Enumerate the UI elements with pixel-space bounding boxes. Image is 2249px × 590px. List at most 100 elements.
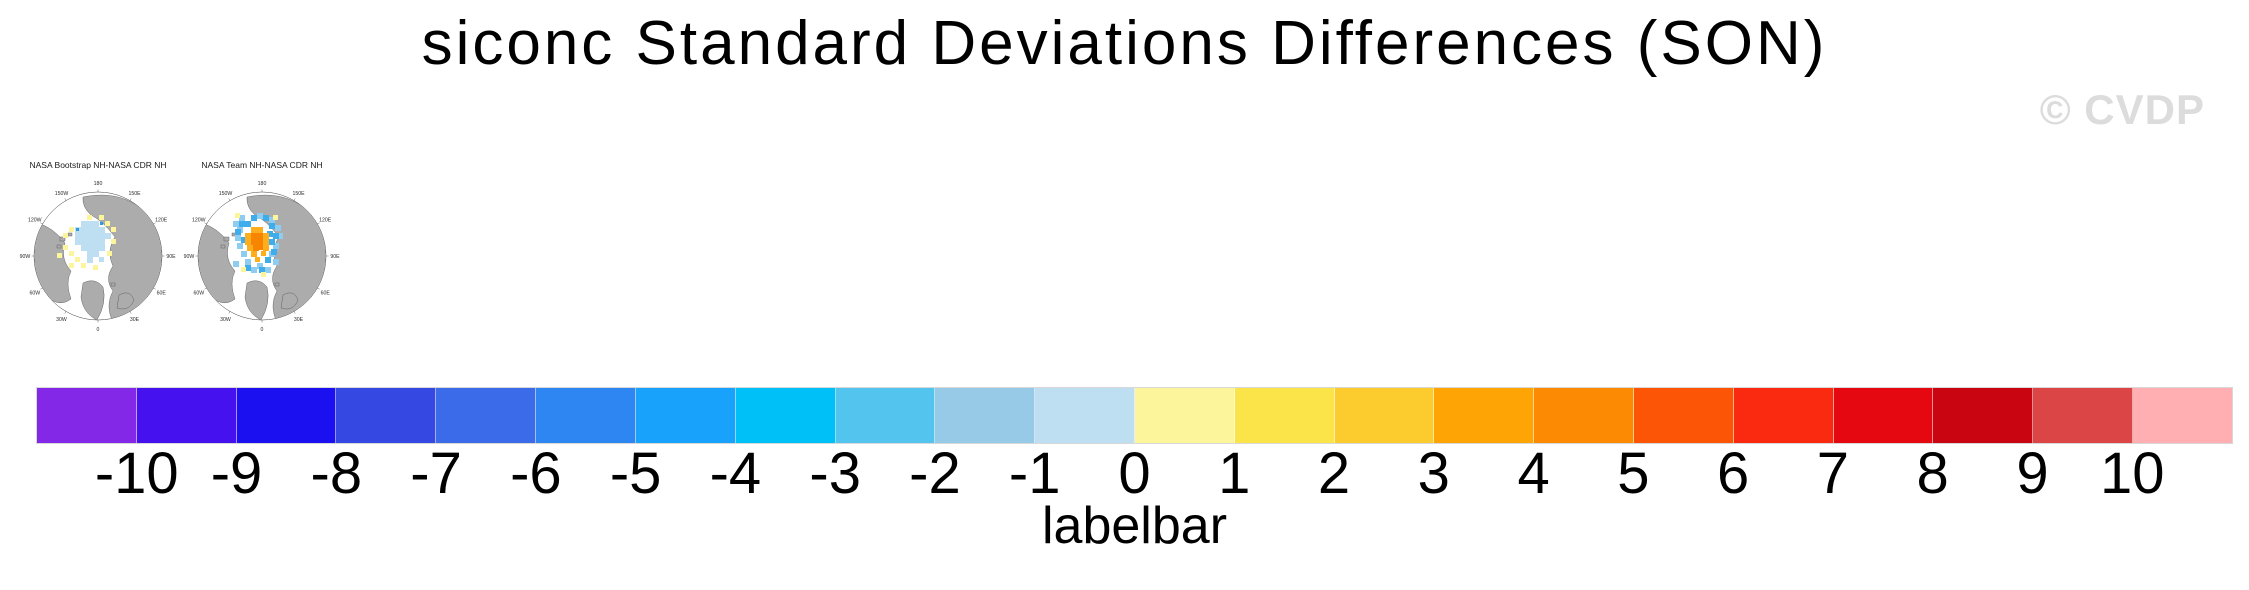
map-land xyxy=(198,194,326,320)
colorbar-tick-label: -10 xyxy=(94,441,179,506)
colorbar-segment xyxy=(1833,388,1934,443)
colorbar-tick-label: 3 xyxy=(1417,441,1450,506)
lon-label: 150W xyxy=(55,191,69,197)
lon-tick xyxy=(293,198,296,201)
page-title: siconc Standard Deviations Differences (… xyxy=(421,9,1828,78)
colorbar-segment xyxy=(1733,388,1834,443)
colorbar-segment xyxy=(1334,388,1435,443)
colorbar-tick-label: -8 xyxy=(310,441,363,506)
colorbar-tick-label: 6 xyxy=(1716,441,1750,506)
colorbar xyxy=(37,388,2232,443)
colorbar-tick-label: -4 xyxy=(709,441,762,506)
lon-tick xyxy=(228,198,231,201)
colorbar-segment xyxy=(1234,388,1335,443)
lon-label: 120W xyxy=(192,218,206,224)
colorbar-segment xyxy=(1933,388,2034,443)
colorbar-tick-label: -5 xyxy=(609,441,662,506)
colorbar-tick-label: 8 xyxy=(1916,441,1949,506)
colorbar-tick-label: -2 xyxy=(909,441,961,506)
lon-tick xyxy=(64,198,67,201)
colorbar-segment xyxy=(1035,388,1135,443)
colorbar-segment xyxy=(1634,388,1734,443)
colorbar-segment xyxy=(436,388,537,443)
polar-map-nasa-bootstrap: 180 150E 120E 90E 60E 30E 0 30W 60W 90W 120W 150W xyxy=(20,181,176,333)
lon-label: 0 xyxy=(97,327,100,333)
colorbar-tick-label: 0 xyxy=(1118,441,1151,506)
lon-tick xyxy=(204,222,207,225)
colorbar-segment xyxy=(2033,388,2134,443)
lon-label: 120E xyxy=(155,218,168,224)
colorbar-tick-label: 7 xyxy=(1816,441,1850,506)
lon-label: 150E xyxy=(292,191,305,197)
lon-tick xyxy=(129,198,132,201)
colorbar-segment xyxy=(37,388,137,443)
colorbar-tick-label: -9 xyxy=(210,441,263,506)
lon-labels: 180 150E 120E 90E 60E 30E 0 30W 60W 90W 120W 150W xyxy=(20,181,176,333)
lon-label: 90E xyxy=(166,254,176,260)
map-title: NASA Team NH-NASA CDR NH xyxy=(201,160,323,170)
colorbar-segment xyxy=(1434,388,1535,443)
lon-label: 30W xyxy=(56,317,67,323)
colorbar-tick-label: 2 xyxy=(1317,441,1351,506)
lon-label: 120W xyxy=(28,218,42,224)
lon-tick xyxy=(40,287,43,290)
colorbar-segment xyxy=(835,388,936,443)
colorbar-segment xyxy=(336,388,437,443)
lon-tick xyxy=(204,287,207,290)
lon-tick xyxy=(129,311,132,314)
colorbar-tick-label: -6 xyxy=(510,441,562,506)
lon-label: 90W xyxy=(20,254,31,260)
map2-data xyxy=(233,213,283,277)
colorbar-tick-label: 5 xyxy=(1617,441,1650,506)
lon-label: 60E xyxy=(157,291,167,297)
lon-label: 30E xyxy=(294,317,304,323)
colorbar-tick-label: 1 xyxy=(1218,441,1251,506)
colorbar-tick-label: 4 xyxy=(1517,441,1550,506)
colorbar-segment xyxy=(1134,388,1235,443)
colorbar-segment xyxy=(1534,388,1634,443)
lon-tick xyxy=(293,311,296,314)
lon-tick xyxy=(317,287,320,290)
map-land xyxy=(34,194,162,320)
colorbar-segment xyxy=(935,388,1036,443)
lon-label: 90E xyxy=(330,254,340,260)
map-title: NASA Bootstrap NH-NASA CDR NH xyxy=(29,160,167,170)
lon-label: 0 xyxy=(261,327,264,333)
colorbar-segment xyxy=(735,388,836,443)
lon-label: 30W xyxy=(220,317,231,323)
colorbar-tick-label: -1 xyxy=(1008,441,1061,506)
lon-label: 150W xyxy=(219,191,233,197)
lon-tick xyxy=(153,287,156,290)
lon-label: 60W xyxy=(193,291,204,297)
lon-label: 120E xyxy=(319,218,332,224)
map1-data xyxy=(57,215,116,270)
lon-label: 60W xyxy=(29,291,40,297)
lon-label: 90W xyxy=(184,254,195,260)
lon-labels: 180 150E 120E 90E 60E 30E 0 30W 60W 90W 120W 150W xyxy=(184,181,340,333)
cvdp-watermark: © CVDP xyxy=(2039,86,2205,133)
colorbar-segment xyxy=(236,388,337,443)
lon-tick xyxy=(64,311,67,314)
lon-tick xyxy=(228,311,231,314)
lon-tick xyxy=(317,222,320,225)
colorbar-tick-label: -7 xyxy=(410,441,462,506)
colorbar-ticks: -10 -9 -8 -7 -6 -5 -4 -3 -2 -1 0 1 2 3 4 5 6 7 8 9 10 xyxy=(37,445,2232,505)
lon-label: 60E xyxy=(321,291,331,297)
lon-label: 180 xyxy=(94,181,103,187)
lon-label: 150E xyxy=(128,191,141,197)
map-panel-nasa-bootstrap: NASA Bootstrap NH-NASA CDR NH xyxy=(13,160,183,341)
colorbar-segment xyxy=(536,388,636,443)
lon-label: 180 xyxy=(258,181,267,187)
colorbar-segment xyxy=(635,388,736,443)
colorbar-tick-label: 10 xyxy=(2099,441,2165,506)
colorbar-segment xyxy=(136,388,237,443)
colorbar-tick-label: -3 xyxy=(809,441,861,506)
map-panel-nasa-team: NASA Team NH-NASA CDR NH xyxy=(177,160,347,341)
polar-map-nasa-team: 180 150E 120E 90E 60E 30E 0 30W 60W 90W 120W 150W xyxy=(184,181,340,333)
colorbar-tick-label: 9 xyxy=(2016,441,2049,506)
lon-label: 30E xyxy=(130,317,140,323)
lon-tick xyxy=(153,222,156,225)
lon-tick xyxy=(40,222,43,225)
colorbar-segment xyxy=(2133,388,2232,443)
